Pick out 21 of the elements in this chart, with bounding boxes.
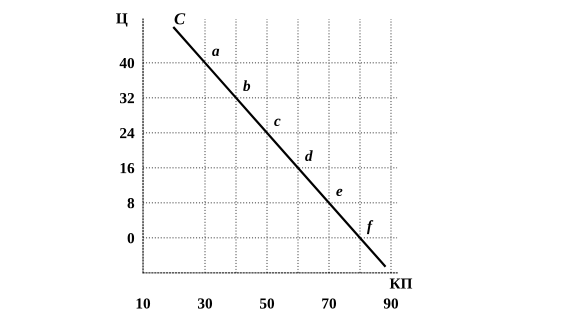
x-tick-label: 30 (198, 298, 212, 309)
y-tick-label: 16 (120, 163, 134, 174)
x-tick-label: 50 (260, 298, 274, 309)
annotation: b (243, 80, 250, 92)
x-tick-label: 10 (136, 298, 150, 309)
y-tick-label: 40 (120, 58, 134, 68)
y-axis-title: Ц (116, 13, 128, 27)
y-tick-label: 8 (128, 198, 134, 208)
annotation: a (212, 48, 220, 56)
x-axis-title: КП (390, 278, 412, 289)
line-series (172, 26, 386, 267)
series-label: C (174, 13, 186, 24)
annotation: f (366, 220, 374, 234)
annotation: e (336, 188, 342, 196)
x-tick-label: 90 (384, 298, 398, 309)
annotation: c (274, 118, 281, 126)
y-tick-label: 0 (128, 233, 134, 244)
y-tick-label: 24 (120, 128, 134, 138)
x-tick-label: 70 (322, 298, 336, 309)
annotation: d (305, 150, 313, 162)
y-tick-label: 32 (120, 93, 134, 104)
